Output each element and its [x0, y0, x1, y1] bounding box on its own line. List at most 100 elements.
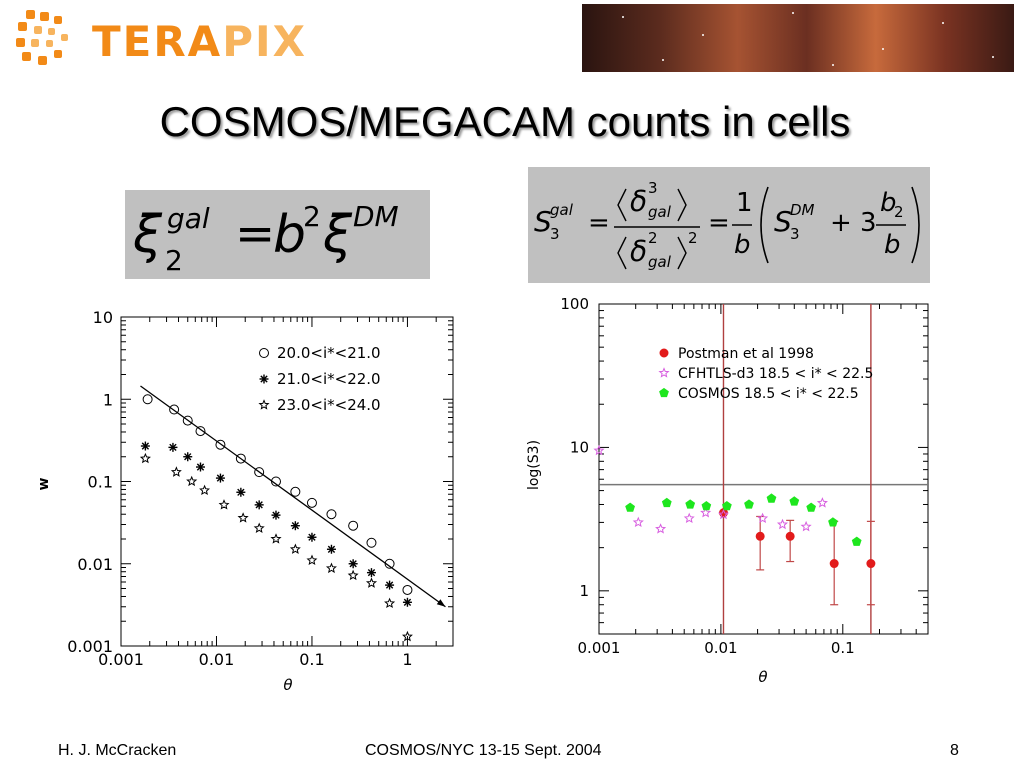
delta-numerator-subscript: gal — [648, 203, 672, 221]
data-point — [785, 531, 795, 541]
data-point — [789, 496, 800, 506]
terapix-logo-icon — [16, 10, 68, 65]
data-point — [289, 543, 301, 554]
data-point — [139, 452, 151, 464]
data-point — [235, 453, 246, 464]
data-point — [307, 532, 317, 542]
footer-author: H. J. McCracken — [58, 742, 177, 759]
data-point — [186, 475, 198, 487]
data-point — [140, 441, 150, 451]
footer-page-number: 8 — [950, 742, 959, 759]
data-point — [270, 533, 282, 544]
data-point — [195, 426, 206, 437]
legend-label: Postman et al 1998 — [678, 346, 814, 362]
equals-sign: = — [235, 206, 275, 262]
data-point — [700, 506, 712, 518]
xi-superscript: gal — [167, 202, 210, 235]
y-tick-label: 0.01 — [77, 555, 113, 574]
b2-numerator: b — [880, 188, 897, 218]
data-point — [170, 466, 182, 477]
legend-label: 20.0<i*<21.0 — [277, 344, 381, 362]
xi-dm-superscript: DM — [353, 200, 399, 233]
data-point — [254, 467, 265, 478]
skewness-equation-box: S gal 3 = δ 3 gal δ 2 gal 2 = 1 b S DM 3… — [528, 167, 930, 283]
skewness-equation: S gal 3 = δ 3 gal δ 2 gal 2 = 1 b S DM 3… — [534, 179, 920, 271]
data-point — [169, 404, 180, 415]
y-tick-label: 1 — [579, 582, 589, 600]
data-point — [683, 512, 695, 524]
y-tick-label: 100 — [560, 295, 589, 313]
data-point — [237, 512, 249, 523]
data-point — [828, 517, 838, 527]
denominator-exponent: 2 — [688, 229, 698, 247]
legend-marker — [659, 387, 669, 398]
data-point — [632, 516, 644, 528]
x-tick-label: 0.01 — [199, 650, 235, 669]
data-point — [215, 473, 225, 483]
data-point — [384, 597, 396, 609]
data-point — [685, 499, 696, 509]
s3-subscript: 3 — [550, 225, 560, 243]
data-point — [348, 559, 358, 569]
data-point — [722, 500, 732, 511]
data-point — [866, 559, 876, 569]
y-tick-label: 10 — [570, 438, 589, 456]
nebula-banner-image — [582, 4, 1014, 72]
plus-three: + 3 — [830, 208, 877, 238]
x-tick-label: 1 — [402, 650, 412, 669]
data-point — [366, 537, 377, 548]
data-point — [625, 502, 635, 512]
data-point — [717, 508, 730, 520]
data-point — [183, 452, 193, 462]
data-point — [168, 442, 178, 452]
legend-label: COSMOS 18.5 < i* < 22.5 — [678, 386, 859, 402]
xi-dm-symbol: ξ — [322, 205, 353, 265]
legend-label: 21.0<i*<22.0 — [277, 370, 381, 388]
data-point — [385, 580, 395, 590]
trend-arrow-head — [436, 599, 446, 607]
delta-numerator-exponent: 3 — [648, 179, 658, 197]
x-tick-label: 0.1 — [299, 650, 324, 669]
plot-frame — [120, 316, 454, 647]
y-axis-label: log(S3) — [526, 440, 542, 490]
b-denominator-2: b — [884, 230, 901, 260]
legend-marker — [659, 348, 669, 358]
skewness-plot: 0.001 0.01 0.1 100 10 1 θ log(S3) Postman et … — [526, 295, 929, 686]
data-point — [182, 415, 193, 426]
x-axis-label: θ — [283, 676, 292, 694]
x-tick-label: 0.1 — [831, 639, 855, 657]
data-point — [195, 462, 205, 472]
data-point — [851, 536, 862, 546]
y-tick-label: 10 — [93, 308, 113, 327]
data-point — [816, 497, 828, 508]
y-tick-label: 1 — [103, 390, 113, 409]
s3-dm-symbol: S — [774, 205, 792, 238]
delta-denominator-subscript: gal — [648, 253, 672, 271]
bias-equation: ξ gal 2 = b 2 ξ DM — [132, 200, 399, 277]
equals-sign-1: = — [588, 208, 610, 238]
xi-subscript: 2 — [165, 244, 183, 277]
legend-marker — [259, 374, 269, 384]
b-denominator: b — [734, 230, 751, 260]
data-point — [348, 520, 359, 531]
data-point — [800, 520, 812, 532]
data-point — [365, 577, 378, 588]
data-point — [199, 484, 211, 496]
plot-frame — [598, 303, 929, 635]
delta-denominator: δ — [630, 235, 647, 268]
data-point — [326, 544, 336, 554]
x-tick-label: 0.01 — [704, 639, 737, 657]
equals-sign-2: = — [708, 208, 730, 238]
data-point — [655, 523, 667, 534]
x-axis-label: θ — [758, 668, 767, 686]
one-numerator: 1 — [736, 188, 753, 218]
data-point — [326, 509, 337, 520]
data-point — [829, 559, 839, 569]
xi-symbol: ξ — [132, 205, 163, 265]
chart-legend: 20.0<i*<21.0 21.0<i*<22.0 23.0<i*<24.0 — [258, 344, 381, 414]
legend-label: CFHTLS-d3 18.5 < i* < 22.5 — [678, 366, 873, 382]
y-tick-label: 0.1 — [88, 473, 113, 492]
s3-dm-superscript: DM — [790, 201, 815, 219]
legend-marker — [258, 399, 270, 410]
y-axis-label: w — [40, 477, 52, 490]
